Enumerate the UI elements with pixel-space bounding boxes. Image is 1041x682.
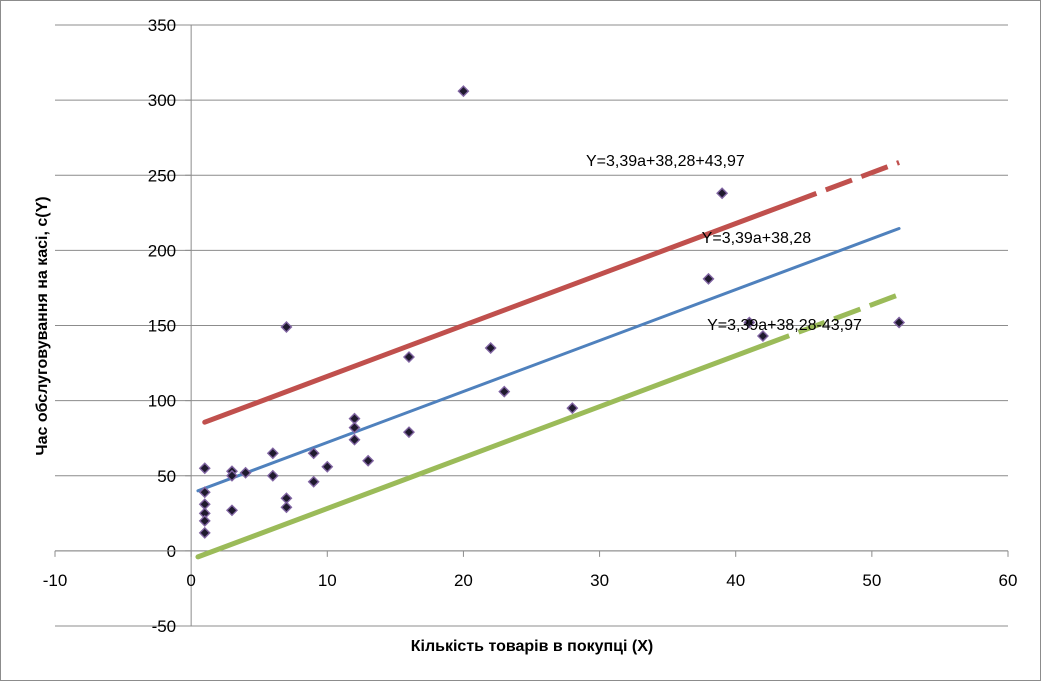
x-tick-label-1: 0 — [186, 571, 195, 590]
data-point-26 — [498, 385, 511, 398]
y-tick-label-6: 250 — [148, 166, 176, 185]
data-point-11 — [266, 469, 279, 482]
data-point-7 — [225, 469, 238, 482]
x-tick-label-6: 50 — [862, 571, 881, 590]
regression-line-0-solid — [202, 200, 793, 425]
data-point-16 — [307, 475, 320, 488]
y-tick-label-3: 100 — [148, 392, 176, 411]
x-tick-label-3: 20 — [454, 571, 473, 590]
data-point-25 — [484, 342, 497, 355]
data-point-4 — [198, 514, 211, 527]
data-point-30 — [743, 316, 756, 329]
line-label-2: Y=3,39a+38,28-43,97 — [707, 317, 862, 334]
y-tick-label-7: 300 — [148, 91, 176, 110]
x-tick-label-5: 40 — [726, 571, 745, 590]
x-tick-label-2: 10 — [318, 571, 337, 590]
data-point-20 — [348, 433, 361, 446]
line-label-1: Y=3,39a+38,28 — [702, 230, 812, 247]
line-label-0: Y=3,39a+38,28+43,97 — [586, 153, 745, 170]
data-point-12 — [280, 321, 293, 333]
data-point-27 — [566, 402, 579, 415]
data-point-15 — [307, 447, 320, 460]
data-point-8 — [225, 504, 238, 517]
data-point-1 — [198, 486, 211, 499]
regression-line-2-dashed — [762, 292, 900, 348]
data-point-0 — [198, 462, 211, 475]
x-tick-label-4: 30 — [590, 571, 609, 590]
regression-line-1-solid — [196, 226, 901, 493]
data-points — [198, 85, 906, 539]
data-point-32 — [893, 316, 906, 329]
data-point-21 — [362, 454, 375, 467]
y-tick-label-8: 350 — [148, 16, 176, 35]
y-tick-label-5: 200 — [148, 241, 176, 260]
data-point-9 — [239, 466, 252, 479]
y-tick-label-4: 150 — [148, 317, 176, 336]
data-point-5 — [198, 526, 211, 539]
regression-lines — [195, 160, 901, 560]
y-axis-title: Час обслуговування на касі, с(Y) — [34, 196, 51, 455]
regression-line-0-dashed — [789, 160, 900, 206]
y-tick-label-2: 50 — [157, 467, 176, 486]
data-point-14 — [280, 501, 293, 514]
y-tick-label-0: -50 — [152, 617, 177, 636]
data-point-10 — [266, 447, 279, 460]
x-axis-title: Кількість товарів в покупці (X) — [411, 638, 653, 655]
data-point-28 — [702, 272, 715, 285]
data-point-24 — [457, 85, 470, 98]
regression-line-2-solid — [195, 342, 766, 560]
data-point-23 — [402, 426, 415, 439]
data-point-31 — [756, 330, 769, 343]
line-labels: Y=3,39a+38,28+43,97 Y=3,39a+38,28 Y=3,39a+… — [586, 153, 862, 334]
data-point-29 — [716, 187, 729, 200]
data-point-22 — [402, 351, 415, 364]
gridlines — [55, 24, 1008, 627]
data-point-17 — [321, 460, 334, 473]
x-tick-label-7: 60 — [999, 571, 1018, 590]
x-tick-label-0: -10 — [43, 571, 68, 590]
data-point-19 — [348, 421, 361, 434]
